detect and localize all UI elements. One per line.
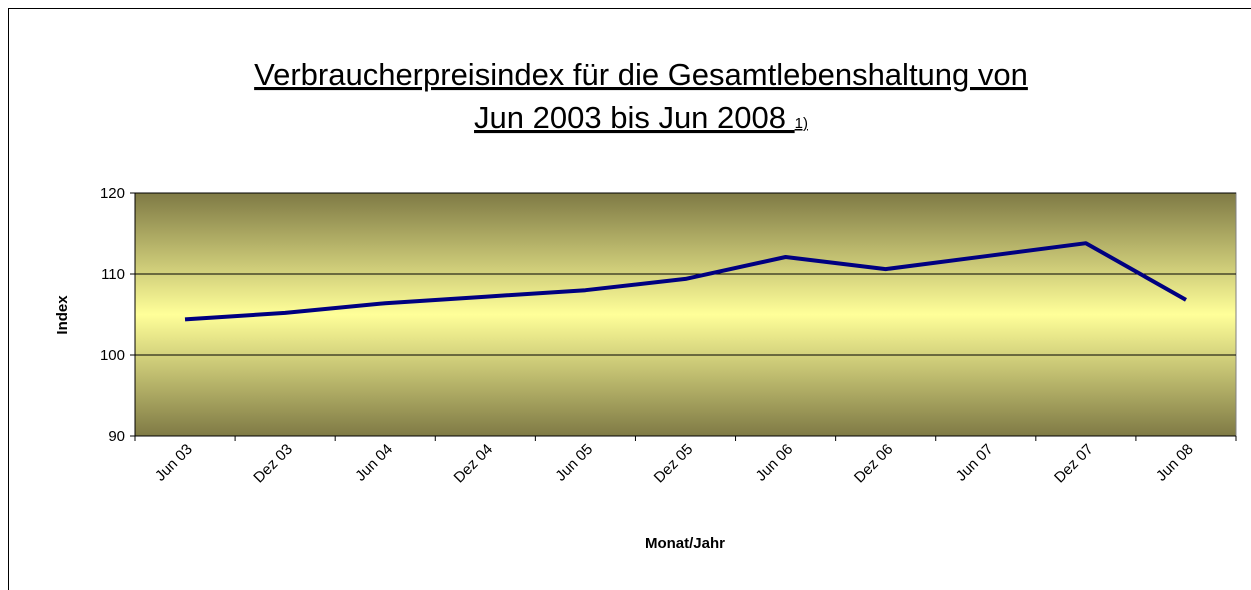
title-note: 1)	[795, 115, 808, 132]
y-tick-label: 100	[100, 347, 125, 364]
x-tick-label: Dez 05	[651, 441, 697, 487]
x-axis-label: Monat/Jahr	[645, 535, 725, 552]
x-tick-label: Jun 05	[552, 441, 596, 485]
chart-title: Verbraucherpreisindex für die Gesamtlebe…	[254, 57, 1028, 92]
y-tick-label: 90	[108, 428, 125, 445]
y-tick-label: 120	[100, 185, 125, 202]
x-tick-label: Jun 07	[953, 441, 997, 485]
x-tick-label: Dez 03	[250, 441, 296, 487]
x-tick-label: Dez 06	[851, 441, 897, 487]
x-tick-label: Jun 03	[152, 441, 196, 485]
x-tick-label: Jun 08	[1153, 441, 1197, 485]
data-line	[184, 241, 1187, 322]
chart-title: Jun 2003 bis Jun 2008 1)	[474, 100, 808, 135]
y-axis-label: Index	[54, 295, 71, 335]
x-tick-label: Dez 07	[1051, 441, 1097, 487]
plot-area	[134, 192, 1237, 437]
chart-frame	[8, 8, 1251, 590]
x-tick-label: Jun 06	[753, 441, 797, 485]
x-tick-label: Jun 04	[352, 441, 396, 485]
x-tick-label: Dez 04	[451, 441, 497, 487]
chart-title: Jun 2003 bis Jun 2008	[474, 100, 786, 135]
y-tick-label: 110	[101, 266, 125, 283]
